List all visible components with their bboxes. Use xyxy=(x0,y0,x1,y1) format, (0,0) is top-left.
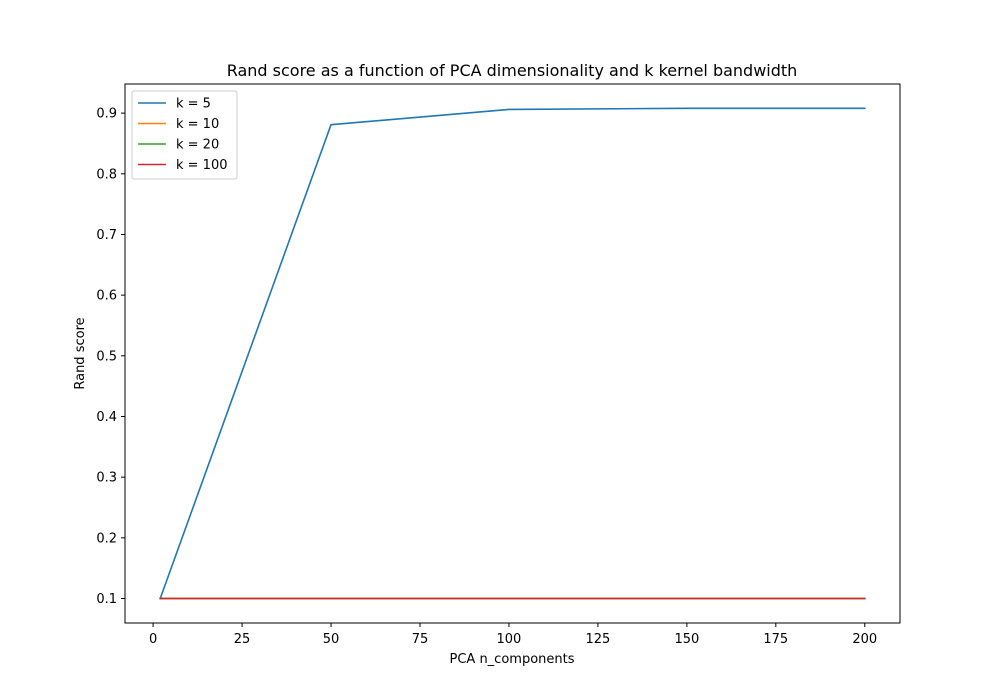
y-tick-label: 0.8 xyxy=(96,167,117,182)
plot-area: 0 25 50 75 100 125 150 175 200 0.1 0.2 0.3 0.4 0.5 0.6… xyxy=(96,107,877,647)
y-tick-label: 0.5 xyxy=(96,349,117,364)
y-tick-label: 0.7 xyxy=(96,228,117,243)
legend-label: k = 10 xyxy=(176,117,219,132)
x-tick-label: 125 xyxy=(585,632,610,647)
legend-label: k = 20 xyxy=(176,138,219,153)
x-axis-label: PCA n_components xyxy=(450,652,575,667)
legend-label: k = 5 xyxy=(176,97,211,112)
x-tick-label: 175 xyxy=(763,632,788,647)
legend-label: k = 100 xyxy=(176,158,228,173)
x-tick-label: 100 xyxy=(497,632,522,647)
x-tick-label: 25 xyxy=(234,632,251,647)
legend-box xyxy=(131,90,238,180)
x-tick-label: 50 xyxy=(323,632,340,647)
y-tick-label: 0.6 xyxy=(96,289,117,304)
y-tick-label: 0.3 xyxy=(96,471,117,486)
y-tick-label: 0.9 xyxy=(96,107,117,122)
series-line-k-5 xyxy=(159,107,866,600)
plot-frame xyxy=(124,83,901,624)
x-tick-label: 150 xyxy=(674,632,699,647)
x-tick-label: 200 xyxy=(852,632,877,647)
chart-title: Rand score as a function of PCA dimensio… xyxy=(227,61,798,80)
x-tick-label: 75 xyxy=(412,632,429,647)
y-tick-label: 0.2 xyxy=(96,531,117,546)
y-tick-label: 0.4 xyxy=(96,410,117,425)
x-tick-label: 0 xyxy=(149,632,157,647)
y-tick-label: 0.1 xyxy=(96,592,117,607)
legend: k = 5 k = 10 k = 20 k = 100 xyxy=(131,90,238,180)
y-axis-label: Rand score xyxy=(73,317,88,389)
